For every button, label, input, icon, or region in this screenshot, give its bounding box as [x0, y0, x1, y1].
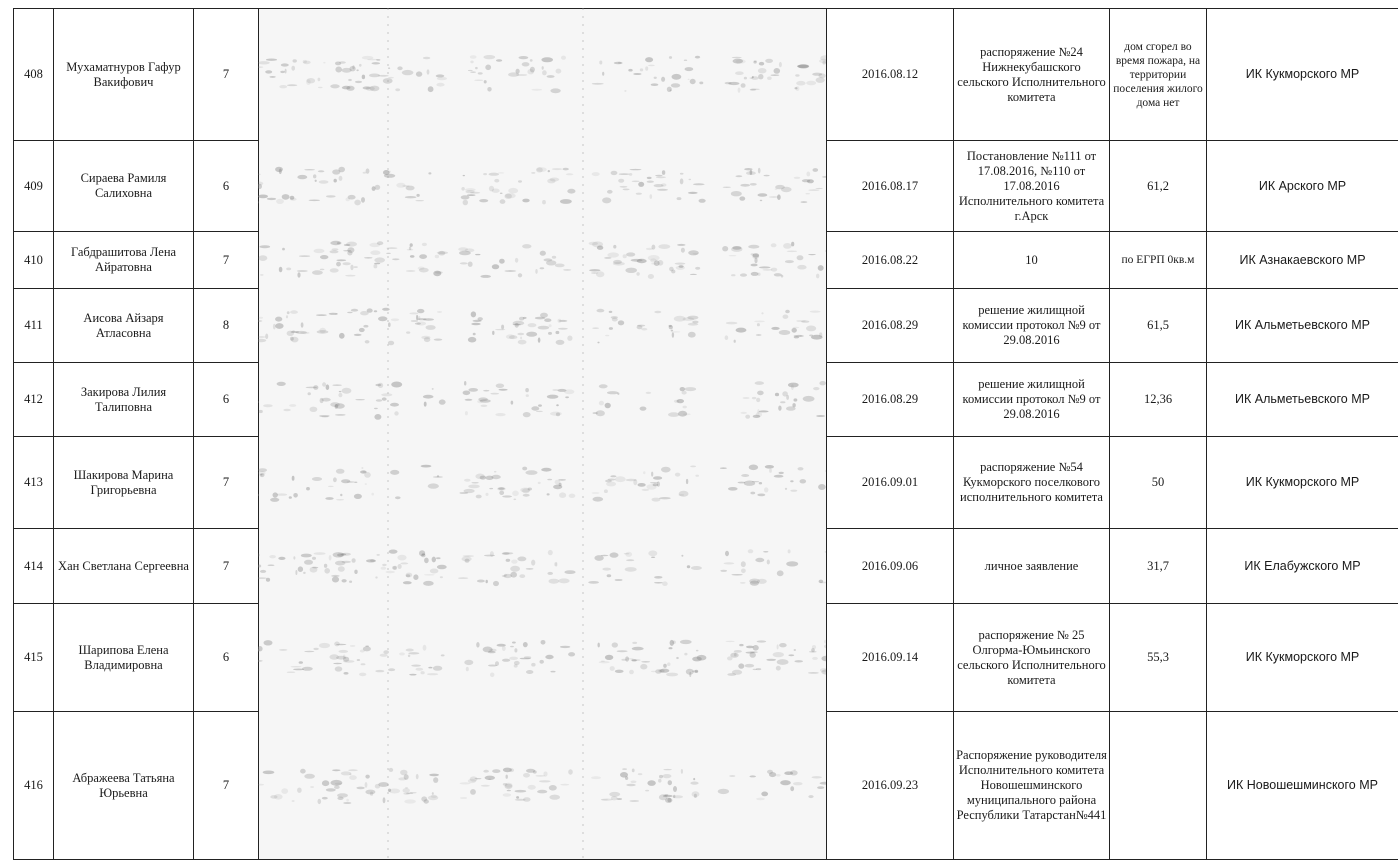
basis-document: распоряжение №24 Нижнекубашского сельско…: [954, 9, 1110, 141]
row-number: 408: [14, 9, 54, 141]
registration-date: 2016.08.29: [827, 363, 954, 437]
registering-authority: ИК Альметьевского МР: [1207, 363, 1398, 437]
registering-authority: ИК Кукморского МР: [1207, 604, 1398, 712]
row-number: 413: [14, 437, 54, 529]
registration-date: 2016.08.22: [827, 232, 954, 289]
family-size: 6: [194, 363, 259, 437]
person-name: Закирова Лилия Талиповна: [54, 363, 194, 437]
basis-document: решение жилищной комиссии протокол №9 от…: [954, 289, 1110, 363]
registration-date: 2016.08.29: [827, 289, 954, 363]
basis-document: Распоряжение руководителя Исполнительног…: [954, 712, 1110, 860]
family-size: 6: [194, 604, 259, 712]
person-name: Хан Светлана Сергеевна: [54, 529, 194, 604]
family-size: 7: [194, 529, 259, 604]
living-area: 50: [1110, 437, 1207, 529]
registering-authority: ИК Кукморского МР: [1207, 9, 1398, 141]
basis-document: решение жилищной комиссии протокол №9 от…: [954, 363, 1110, 437]
registration-date: 2016.09.06: [827, 529, 954, 604]
registration-date: 2016.08.12: [827, 9, 954, 141]
registration-date: 2016.09.14: [827, 604, 954, 712]
basis-document: 10: [954, 232, 1110, 289]
person-name: Шарипова Елена Владимировна: [54, 604, 194, 712]
living-area: дом сгорел во время пожара, на территори…: [1110, 9, 1207, 141]
living-area: 61,5: [1110, 289, 1207, 363]
family-size: 7: [194, 9, 259, 141]
basis-document: распоряжение №54 Кукморского поселкового…: [954, 437, 1110, 529]
basis-document: Постановление №111 от 17.08.2016, №110 о…: [954, 141, 1110, 232]
person-name: Габдрашитова Лена Айратовна: [54, 232, 194, 289]
family-size: 8: [194, 289, 259, 363]
person-name: Абражеева Татьяна Юрьевна: [54, 712, 194, 860]
person-name: Аисова Айзаря Атласовна: [54, 289, 194, 363]
row-number: 415: [14, 604, 54, 712]
family-size: 7: [194, 437, 259, 529]
registration-date: 2016.08.17: [827, 141, 954, 232]
family-size: 6: [194, 141, 259, 232]
living-area: по ЕГРП 0кв.м: [1110, 232, 1207, 289]
row-number: 410: [14, 232, 54, 289]
living-area: 55,3: [1110, 604, 1207, 712]
row-number: 416: [14, 712, 54, 860]
registering-authority: ИК Елабужского МР: [1207, 529, 1398, 604]
living-area: 61,2: [1110, 141, 1207, 232]
registration-date: 2016.09.01: [827, 437, 954, 529]
row-number: 409: [14, 141, 54, 232]
person-name: Мухаматнуров Гафур Вакифович: [54, 9, 194, 141]
row-number: 412: [14, 363, 54, 437]
person-name: Сираева Рамиля Салиховна: [54, 141, 194, 232]
basis-document: распоряжение № 25 Олгорма-Юмьинского сел…: [954, 604, 1110, 712]
living-area: 31,7: [1110, 529, 1207, 604]
registering-authority: ИК Азнакаевского МР: [1207, 232, 1398, 289]
row-number: 414: [14, 529, 54, 604]
registering-authority: ИК Новошешминского МР: [1207, 712, 1398, 860]
registration-date: 2016.09.23: [827, 712, 954, 860]
registering-authority: ИК Альметьевского МР: [1207, 289, 1398, 363]
redaction-noise: [258, 8, 826, 859]
person-name: Шакирова Марина Григорьевна: [54, 437, 194, 529]
row-number: 411: [14, 289, 54, 363]
living-area: 12,36: [1110, 363, 1207, 437]
basis-document: личное заявление: [954, 529, 1110, 604]
registering-authority: ИК Кукморского МР: [1207, 437, 1398, 529]
registering-authority: ИК Арского МР: [1207, 141, 1398, 232]
family-size: 7: [194, 712, 259, 860]
family-size: 7: [194, 232, 259, 289]
living-area: [1110, 712, 1207, 860]
